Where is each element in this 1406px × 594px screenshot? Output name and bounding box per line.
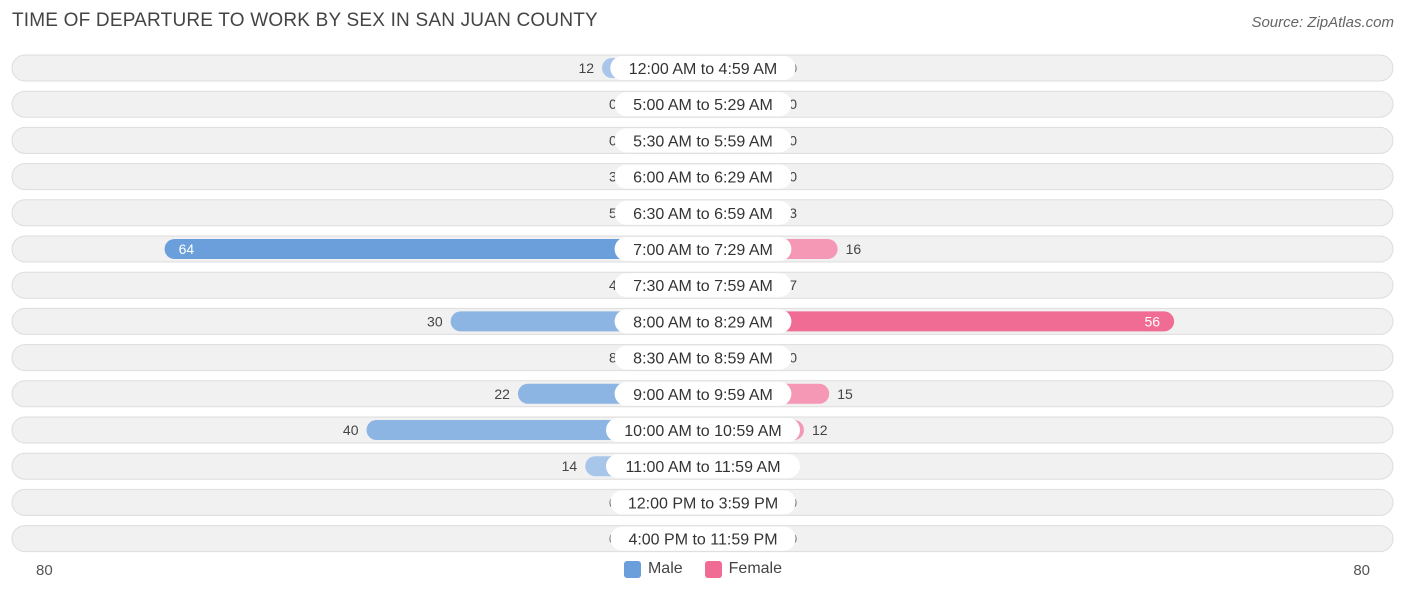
- value-label-male: 12: [578, 60, 594, 76]
- category-label: 9:00 AM to 9:59 AM: [633, 387, 773, 404]
- category-label: 4:00 PM to 11:59 PM: [628, 532, 777, 549]
- axis-left-label: 80: [36, 562, 53, 579]
- category-label: 6:30 AM to 6:59 AM: [633, 206, 773, 223]
- legend-swatch-male: [623, 560, 641, 578]
- value-label-female: 16: [846, 241, 862, 257]
- category-label-background: [614, 309, 792, 334]
- category-label: 8:30 AM to 8:59 AM: [633, 351, 773, 368]
- legend: Male Female: [0, 560, 1406, 578]
- value-label-female: 0: [789, 169, 797, 185]
- value-label-female: 15: [837, 386, 853, 402]
- value-label-male: 4: [609, 277, 617, 293]
- category-label: 12:00 PM to 3:59 PM: [628, 495, 778, 512]
- category-label: 7:00 AM to 7:29 AM: [633, 242, 773, 259]
- bar-male: [164, 239, 704, 259]
- value-label-male: 14: [562, 458, 578, 474]
- value-label-female: 7: [789, 277, 797, 293]
- value-label-male: 0: [609, 132, 617, 148]
- legend-item-female: Female: [704, 560, 783, 578]
- category-label: 5:30 AM to 5:59 AM: [633, 133, 773, 150]
- category-label-background: [614, 128, 792, 153]
- category-label-background: [614, 273, 792, 298]
- value-label-female: 56: [1145, 313, 1161, 329]
- category-label-background: [614, 164, 792, 189]
- value-label-male: 30: [427, 313, 443, 329]
- category-label: 8:00 AM to 8:29 AM: [633, 314, 773, 331]
- category-label-background: [610, 526, 796, 551]
- value-label-male: 0: [609, 96, 617, 112]
- chart-title: TIME OF DEPARTURE TO WORK BY SEX IN SAN …: [12, 10, 598, 31]
- value-label-male: 5: [609, 205, 617, 221]
- value-label-male: 40: [343, 422, 359, 438]
- legend-label-male: Male: [647, 560, 683, 577]
- category-label-background: [614, 237, 792, 261]
- value-label-female: 0: [789, 350, 797, 366]
- category-label-background: [614, 92, 792, 117]
- category-label: 5:00 AM to 5:29 AM: [633, 97, 773, 114]
- category-label-background: [610, 56, 796, 80]
- value-label-female: 3: [789, 205, 797, 221]
- category-label: 10:00 AM to 10:59 AM: [624, 423, 781, 440]
- value-label-male: 8: [609, 350, 617, 366]
- source-label: Source: ZipAtlas.com: [1251, 14, 1394, 31]
- category-label-background: [614, 381, 792, 406]
- legend-label-female: Female: [728, 560, 783, 577]
- value-label-male: 22: [494, 386, 510, 402]
- axis-right-label: 80: [1353, 562, 1370, 579]
- category-label: 7:30 AM to 7:59 AM: [633, 278, 773, 295]
- legend-swatch-female: [704, 560, 722, 578]
- bar-female: [703, 311, 1175, 332]
- category-label-background: [606, 418, 800, 442]
- category-label-background: [614, 345, 792, 370]
- value-label-male: 3: [609, 169, 617, 185]
- category-label: 12:00 AM to 4:59 AM: [629, 61, 778, 78]
- value-label-female: 0: [789, 132, 797, 148]
- category-label: 6:00 AM to 6:29 AM: [633, 170, 773, 187]
- category-label: 11:00 AM to 11:59 AM: [625, 459, 780, 476]
- value-label-female: 12: [812, 422, 828, 438]
- category-label-background: [610, 490, 796, 515]
- legend-item-male: Male: [623, 560, 683, 578]
- category-label-background: [606, 454, 800, 479]
- value-label-male: 64: [179, 241, 195, 257]
- category-label-background: [614, 200, 792, 225]
- value-label-female: 0: [789, 96, 797, 112]
